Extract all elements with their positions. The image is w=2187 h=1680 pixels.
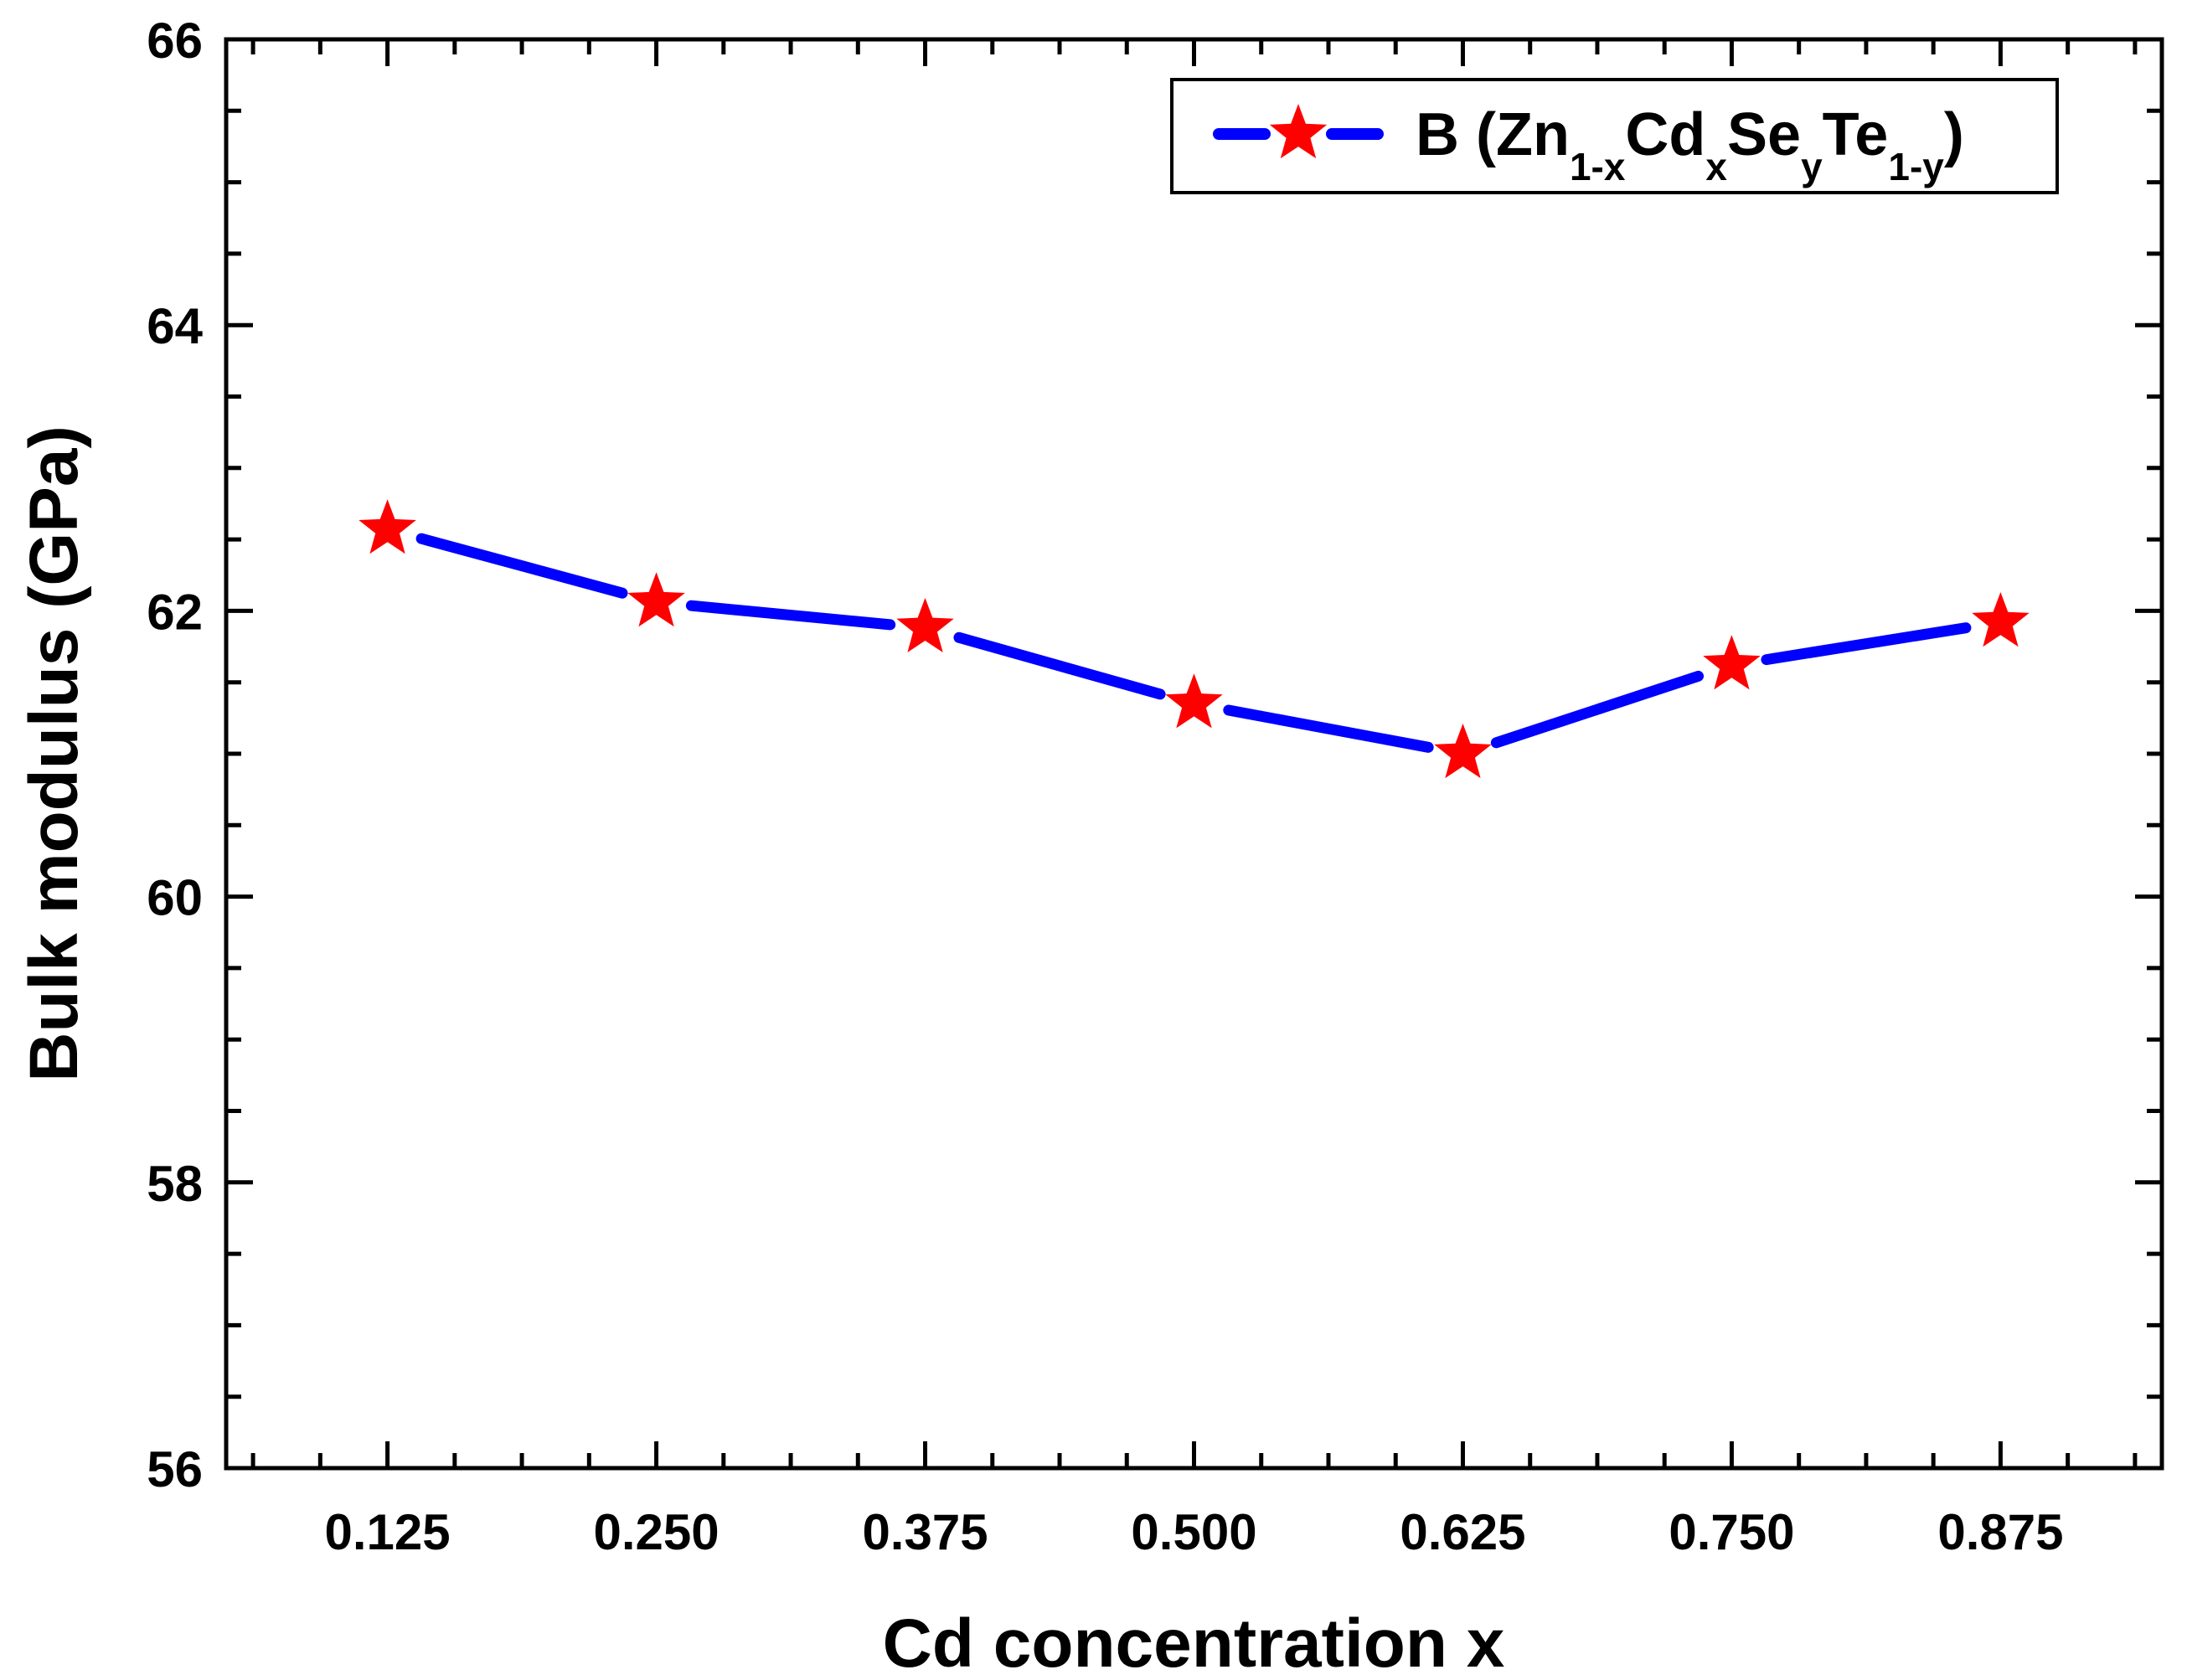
tick-labels: 56 58 60 62 64 66 0.125 0.250 0.375 0.500 0.625 0.7… <box>147 13 2063 1560</box>
data-point-star <box>896 597 954 652</box>
x-axis-label: Cd concentration x <box>883 1605 1505 1680</box>
legend-sub-3: y <box>1801 145 1823 188</box>
x-tick-label: 0.875 <box>1937 1504 2063 1560</box>
legend: B (Zn1-xCdxSeyTe1-y) <box>1170 78 2059 194</box>
legend-text-cd: Cd <box>1625 101 1705 168</box>
data-point-star <box>358 499 416 554</box>
legend-star-marker-icon <box>1269 104 1328 159</box>
series-line-segment <box>1490 670 1705 749</box>
legend-label: B (Zn1-xCdxSeyTe1-y) <box>1416 101 1964 188</box>
y-tick-label: 64 <box>147 298 203 354</box>
series-line-segment <box>953 631 1166 700</box>
legend-sub-4: 1-y <box>1888 145 1944 188</box>
x-tick-label: 0.375 <box>862 1504 988 1560</box>
legend-text-main: B (Zn <box>1416 101 1570 168</box>
legend-text-se: Se <box>1727 101 1801 168</box>
y-tick-label: 66 <box>147 13 203 69</box>
data-point-star <box>1703 635 1761 690</box>
y-tick-label: 60 <box>147 870 203 926</box>
legend-sub-1: 1-x <box>1570 145 1626 188</box>
x-tick-label: 0.750 <box>1669 1504 1794 1560</box>
legend-sub-2: x <box>1705 145 1727 188</box>
legend-box <box>1170 78 2059 194</box>
series-line-segment <box>1761 622 1972 666</box>
y-tick-label: 62 <box>147 584 203 640</box>
x-tick-label: 0.625 <box>1400 1504 1525 1560</box>
x-tick-label: 0.500 <box>1131 1504 1256 1560</box>
plot-frame <box>224 37 2164 1471</box>
x-tick-label: 0.125 <box>325 1504 451 1560</box>
series-line-segment <box>1223 704 1434 753</box>
data-point-star <box>1972 592 2030 647</box>
y-tick-label: 58 <box>147 1156 203 1212</box>
legend-text-te: Te <box>1823 101 1889 168</box>
series-line-segment <box>685 600 896 631</box>
series-line-segment <box>415 533 628 599</box>
axis-ticks <box>226 37 2162 1471</box>
legend-text-close: ) <box>1944 101 1964 168</box>
series-layer <box>358 499 2030 779</box>
y-axis-label: Bulk modulus (GPa) <box>16 425 92 1082</box>
data-point-star <box>1434 724 1492 779</box>
y-tick-label: 56 <box>147 1441 203 1497</box>
data-point-star <box>1165 673 1223 729</box>
data-point-star <box>627 572 685 627</box>
x-tick-label: 0.250 <box>593 1504 719 1560</box>
